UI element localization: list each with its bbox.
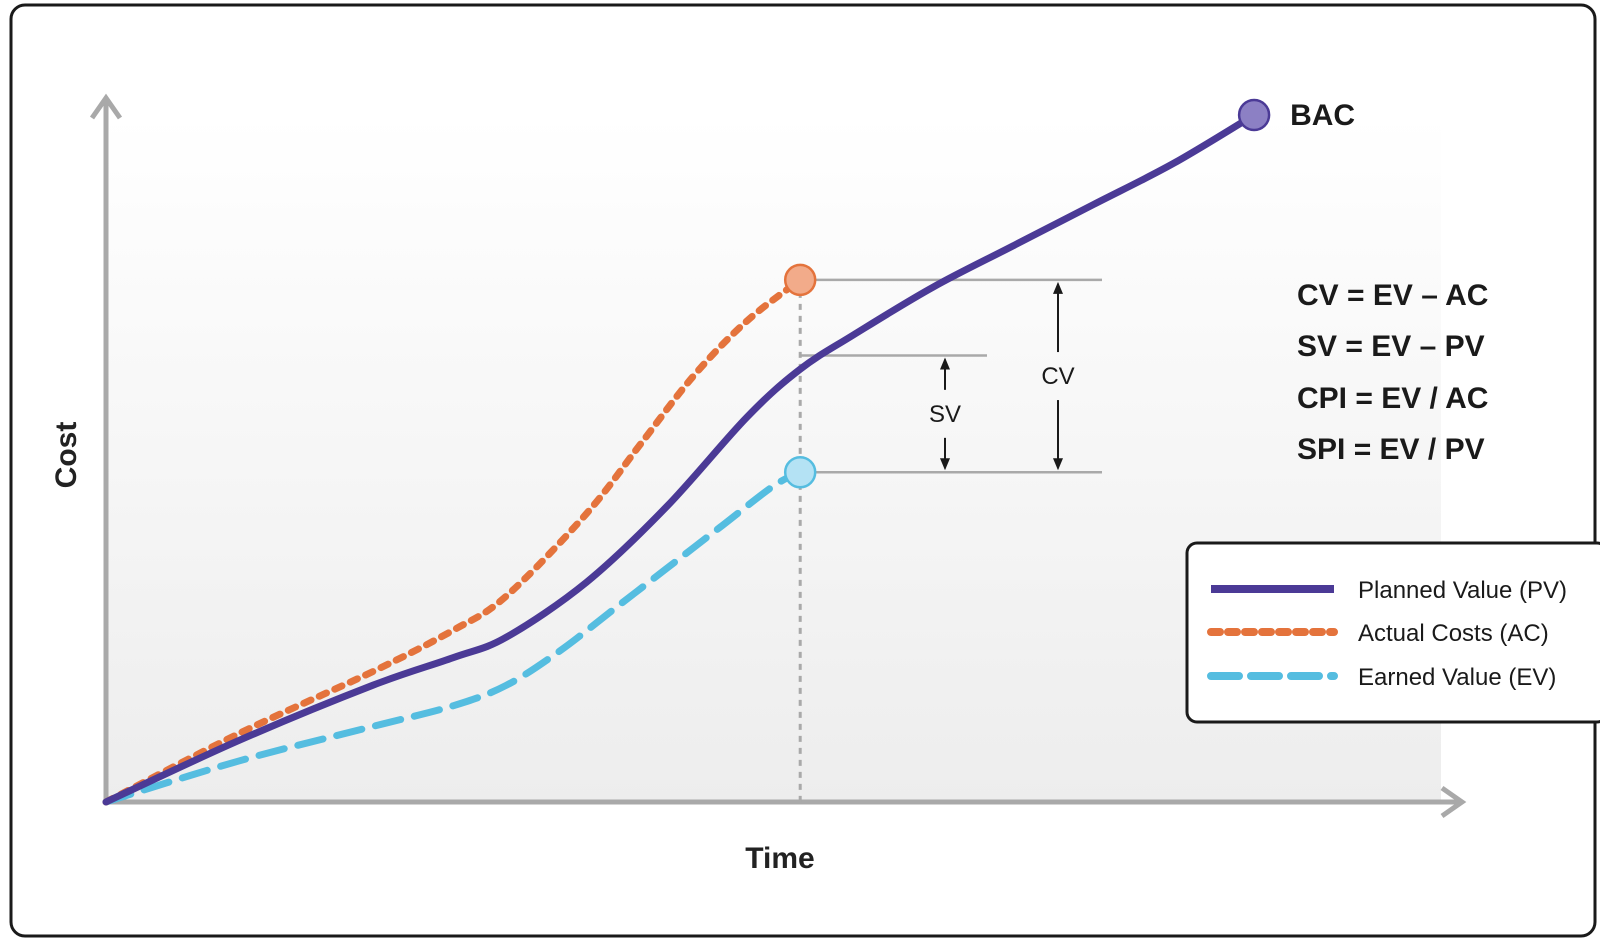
x-axis-arrowhead [1440, 785, 1467, 819]
bac-label: BAC [1290, 99, 1355, 132]
y-axis-arrowhead [89, 93, 123, 120]
legend: Planned Value (PV) Actual Costs (AC) Ear… [1185, 541, 1600, 724]
sv-arrow-arrowhead-top [940, 357, 950, 370]
sv-arrow-label: SV [929, 401, 961, 428]
series-ev-line [102, 468, 804, 806]
series-group [102, 111, 1258, 806]
cv-arrow-label: CV [1041, 363, 1074, 390]
formula-sv: SV = EV – PV [1297, 330, 1485, 363]
series-ac-line [102, 276, 804, 806]
sv-arrow: SV [929, 357, 961, 471]
formula-cv: CV = EV – AC [1297, 279, 1488, 312]
formula-cpi: CPI = EV / AC [1297, 382, 1488, 415]
ac-status-marker [783, 263, 817, 297]
legend-label-ev: Earned Value (EV) [1358, 664, 1556, 691]
formula-block: CV = EV – AC SV = EV – PV CPI = EV / AC … [1297, 279, 1488, 466]
cv-arrow: CV [1041, 281, 1075, 471]
cv-arrow-arrowhead-top [1053, 281, 1063, 294]
formula-spi: SPI = EV / PV [1297, 433, 1485, 466]
sv-arrow-arrowhead-bottom [940, 458, 950, 471]
series-pv-line [102, 111, 1258, 806]
ev-status-marker [783, 455, 817, 489]
x-axis-label: Time [745, 842, 814, 875]
cv-arrow-arrowhead-bottom [1053, 458, 1063, 471]
bac-marker [1237, 98, 1271, 132]
axes [89, 93, 1467, 819]
marker-group: BAC [783, 98, 1355, 489]
legend-label-ac: Actual Costs (AC) [1358, 620, 1549, 647]
y-axis-label: Cost [50, 422, 83, 489]
legend-label-pv: Planned Value (PV) [1358, 577, 1567, 604]
